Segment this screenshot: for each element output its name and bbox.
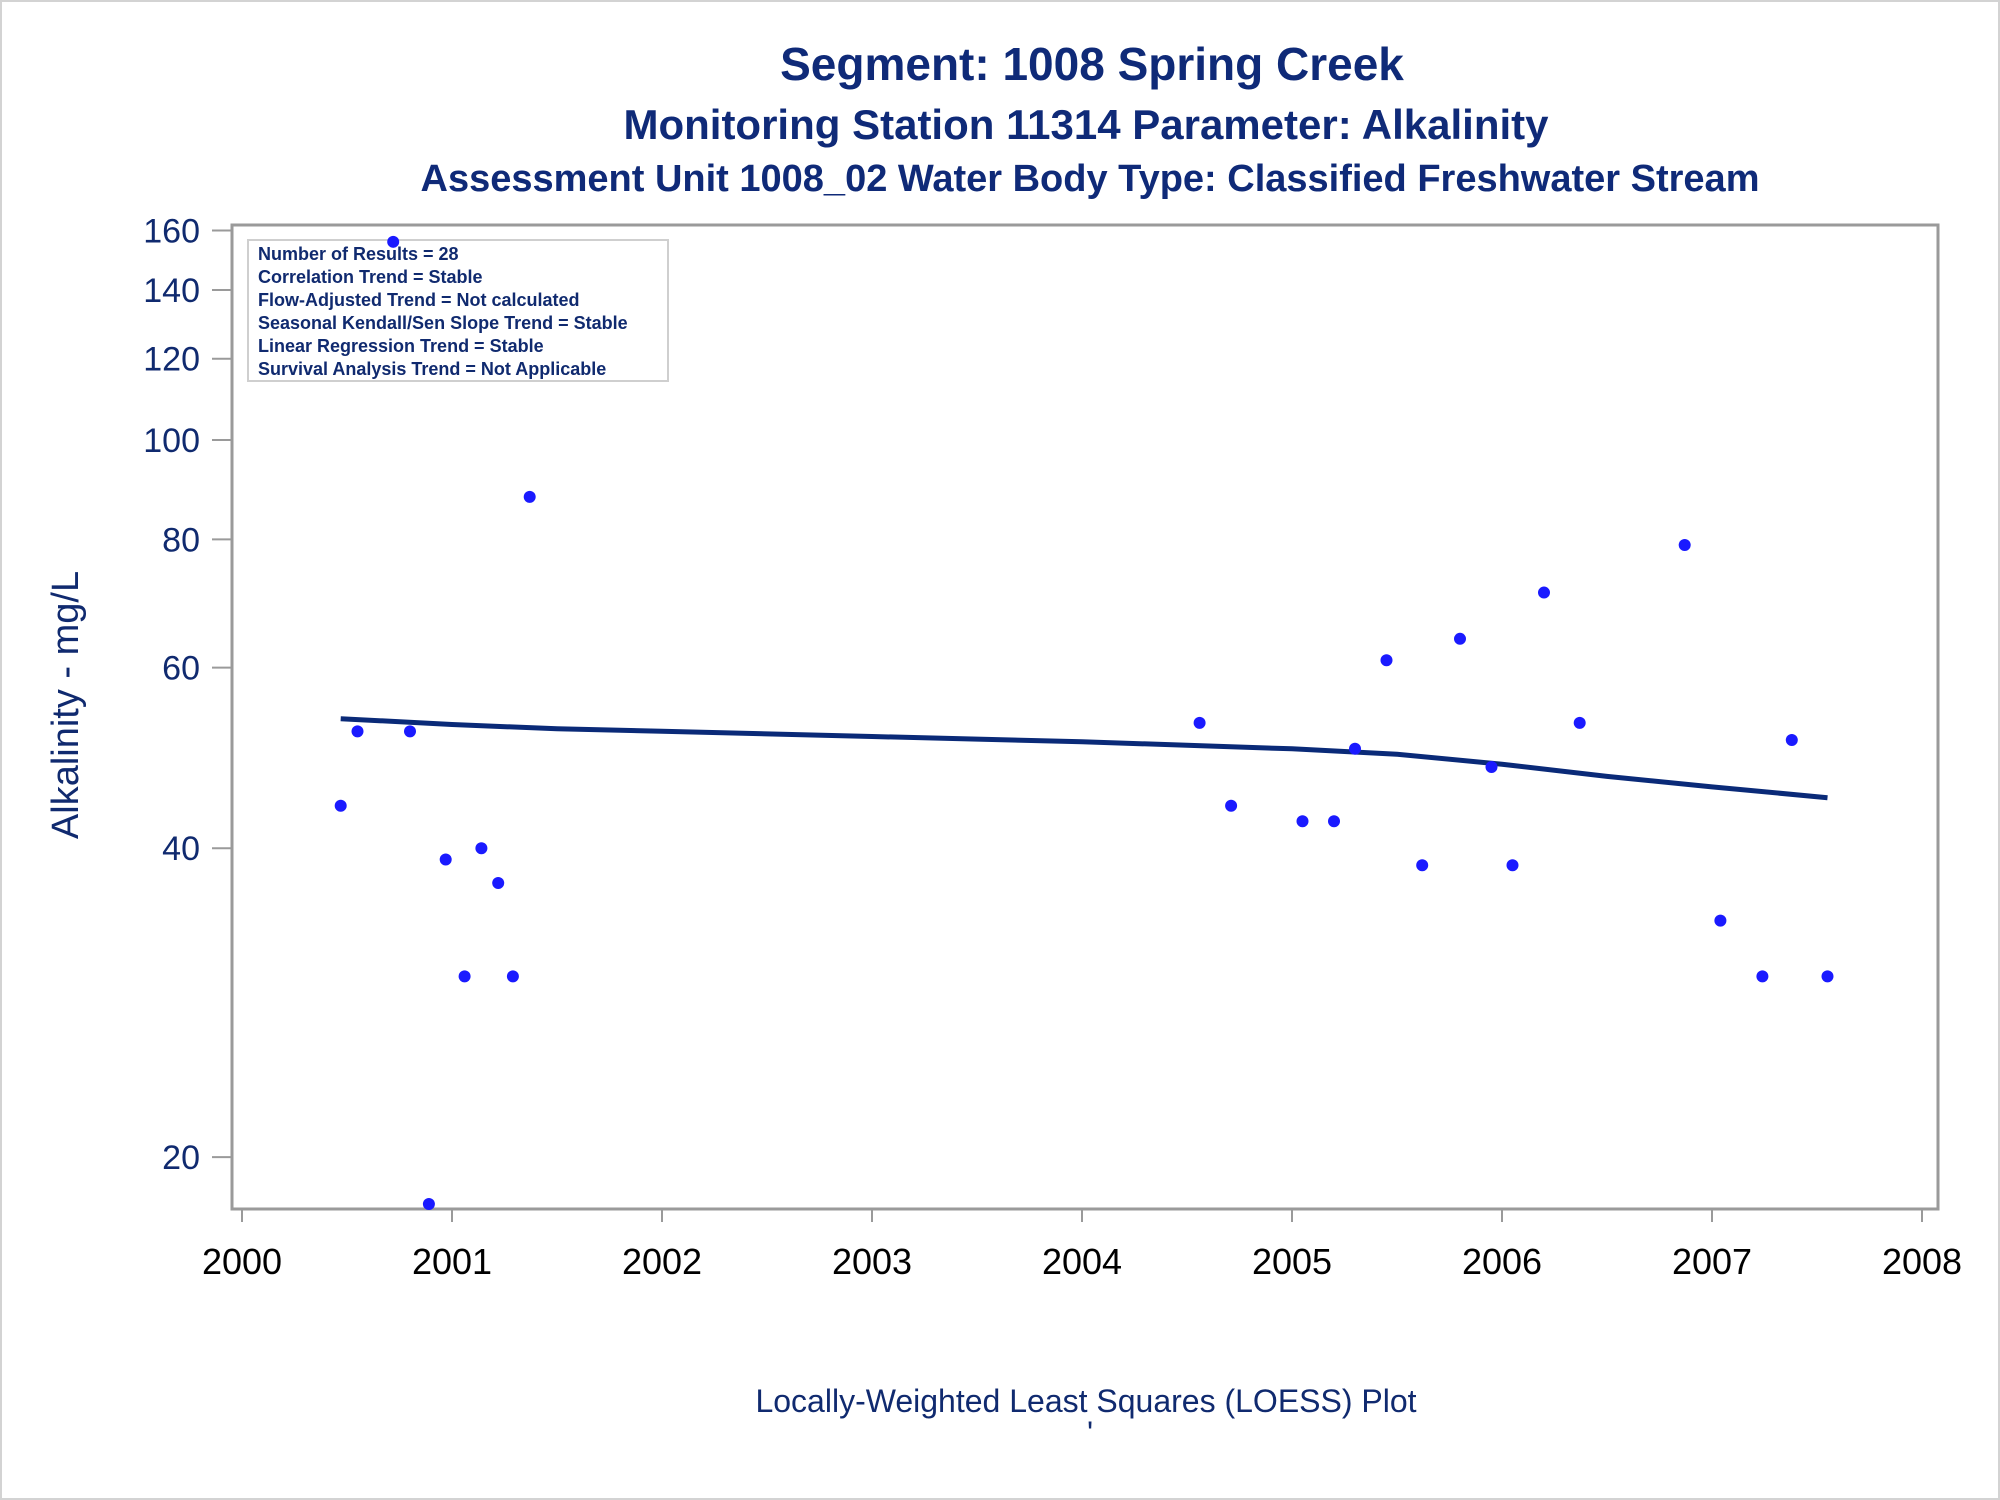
data-point: [492, 876, 505, 889]
data-point: [404, 725, 416, 738]
data-point: [1454, 632, 1466, 645]
stats-line: Survival Analysis Trend = Not Applicable: [258, 359, 606, 379]
x-axis: 2000 2001 2002 2003 2004 2005 2006 2007 2008: [202, 1209, 1962, 1282]
y-tick-label: 160: [143, 213, 200, 251]
data-point: [1349, 742, 1361, 755]
data-point: [1296, 815, 1309, 828]
loess-curve: [340, 716, 1828, 801]
x-tick-label: 2003: [832, 1241, 912, 1282]
x-tick-label: 2005: [1252, 1241, 1332, 1282]
y-axis: 20 40 60 80 100 120 140 160: [143, 213, 232, 1177]
data-point: [1225, 799, 1238, 812]
x-tick-label: 2001: [412, 1241, 492, 1282]
data-point: [523, 490, 536, 503]
data-point: [1756, 970, 1769, 983]
data-point: [1380, 654, 1393, 667]
x-tick-label: 2004: [1042, 1241, 1122, 1282]
data-point: [1416, 859, 1429, 872]
stats-line: Flow-Adjusted Trend = Not calculated: [258, 290, 580, 310]
data-point: [387, 235, 400, 248]
data-point: [351, 725, 364, 738]
stats-line: Number of Results = 28: [258, 244, 459, 264]
x-tick-label: 2000: [202, 1241, 282, 1282]
data-point: [1714, 914, 1727, 927]
x-tick-label: 2006: [1462, 1241, 1542, 1282]
data-point: [1678, 538, 1691, 551]
y-tick-label: 120: [143, 341, 200, 379]
y-axis-label: Alkalinity - mg/L: [45, 571, 87, 839]
y-tick-label: 80: [162, 521, 200, 559]
data-point: [1785, 733, 1798, 746]
data-point: [1538, 586, 1550, 599]
data-point: [439, 853, 452, 866]
stats-box-lines: Number of Results = 28 Correlation Trend …: [258, 244, 628, 379]
loess-layer: [340, 716, 1828, 801]
data-point: [1573, 716, 1586, 729]
points-layer: [334, 235, 1834, 1211]
footnote: Locally-Weighted Least Squares (LOESS) P…: [755, 1383, 1416, 1419]
data-point: [1328, 815, 1340, 828]
stats-line: Seasonal Kendall/Sen Slope Trend = Stabl…: [258, 313, 628, 333]
chart-title: Segment: 1008 Spring Creek: [780, 38, 1404, 90]
y-tick-label: 140: [143, 272, 200, 310]
x-tick-label: 2007: [1672, 1241, 1752, 1282]
data-point: [334, 799, 347, 812]
stats-line: Linear Regression Trend = Stable: [258, 336, 544, 356]
y-tick-label: 40: [162, 830, 200, 868]
stats-box: [247, 239, 669, 382]
plot-area: [230, 223, 1940, 1211]
chart-subtitle-2: Assessment Unit 1008_02 Water Body Type:…: [421, 158, 1760, 200]
data-point: [1821, 970, 1834, 983]
data-point: [422, 1198, 435, 1211]
footnote-mark: ': [1087, 1415, 1093, 1451]
chart-subtitle: Monitoring Station 11314 Parameter: Alka…: [623, 101, 1549, 148]
data-point: [475, 842, 488, 855]
x-tick-label: 2002: [622, 1241, 702, 1282]
y-tick-label: 100: [143, 422, 200, 460]
x-tick-label: 2008: [1882, 1241, 1962, 1282]
stats-line: Correlation Trend = Stable: [258, 267, 483, 287]
data-point: [1506, 859, 1519, 872]
y-tick-label: 60: [162, 650, 200, 688]
data-point: [1193, 716, 1206, 729]
y-tick-label: 20: [162, 1139, 200, 1177]
data-point: [506, 970, 519, 983]
data-point: [1485, 760, 1498, 773]
data-point: [458, 970, 471, 983]
